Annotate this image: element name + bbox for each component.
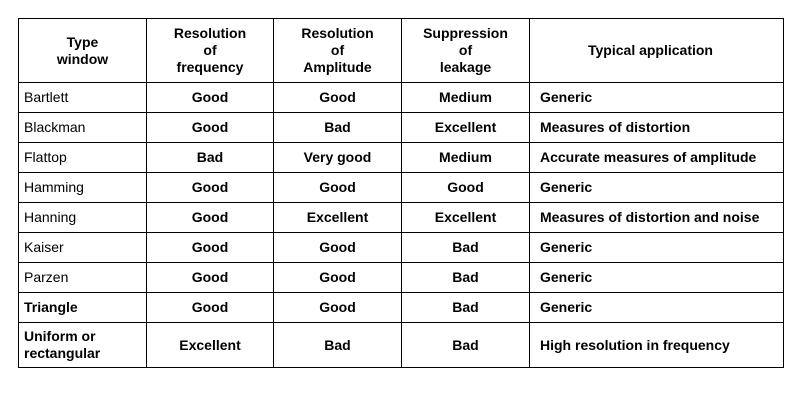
window-name-cell: Parzen (18, 262, 147, 293)
leakage-cell: Excellent (401, 112, 530, 143)
amplitude-cell: Good (273, 292, 402, 323)
table-row: Hamming Good Good Good Generic (18, 172, 784, 203)
application-cell: Generic (529, 82, 784, 113)
amplitude-cell: Bad (273, 322, 402, 368)
leakage-cell: Good (401, 172, 530, 203)
header-type-window: Type window (18, 18, 147, 83)
table-row: Bartlett Good Good Medium Generic (18, 82, 784, 113)
frequency-cell: Good (146, 172, 274, 203)
frequency-cell: Bad (146, 142, 274, 173)
leakage-cell: Bad (401, 292, 530, 323)
frequency-cell: Good (146, 82, 274, 113)
frequency-cell: Good (146, 112, 274, 143)
frequency-cell: Good (146, 262, 274, 293)
amplitude-cell: Excellent (273, 202, 402, 233)
application-cell: Generic (529, 172, 784, 203)
window-name-cell: Hamming (18, 172, 147, 203)
amplitude-cell: Good (273, 82, 402, 113)
leakage-cell: Bad (401, 262, 530, 293)
amplitude-cell: Good (273, 232, 402, 263)
header-row: Type window Resolution of frequency Reso… (18, 18, 784, 83)
window-name-cell: Hanning (18, 202, 147, 233)
window-comparison-table: Type window Resolution of frequency Reso… (18, 18, 784, 368)
application-cell: Generic (529, 292, 784, 323)
leakage-cell: Medium (401, 82, 530, 113)
window-name-cell: Uniform or rectangular (18, 322, 147, 368)
application-cell: Accurate measures of amplitude (529, 142, 784, 173)
table-row: Uniform or rectangular Excellent Bad Bad… (18, 322, 784, 368)
application-cell: Generic (529, 262, 784, 293)
leakage-cell: Bad (401, 232, 530, 263)
header-typical-application: Typical application (529, 18, 784, 83)
table-row: Parzen Good Good Bad Generic (18, 262, 784, 293)
table-row: Hanning Good Excellent Excellent Measure… (18, 202, 784, 233)
header-frequency-resolution: Resolution of frequency (146, 18, 274, 83)
table-row: Flattop Bad Very good Medium Accurate me… (18, 142, 784, 173)
window-name-cell: Bartlett (18, 82, 147, 113)
leakage-cell: Bad (401, 322, 530, 368)
frequency-cell: Good (146, 202, 274, 233)
application-cell: High resolution in frequency (529, 322, 784, 368)
amplitude-cell: Very good (273, 142, 402, 173)
header-leakage-suppression: Suppression of leakage (401, 18, 530, 83)
amplitude-cell: Good (273, 262, 402, 293)
frequency-cell: Excellent (146, 322, 274, 368)
table-row: Triangle Good Good Bad Generic (18, 292, 784, 323)
header-amplitude-resolution: Resolution of Amplitude (273, 18, 402, 83)
leakage-cell: Medium (401, 142, 530, 173)
window-name-cell: Triangle (18, 292, 147, 323)
application-cell: Measures of distortion and noise (529, 202, 784, 233)
leakage-cell: Excellent (401, 202, 530, 233)
window-name-cell: Blackman (18, 112, 147, 143)
application-cell: Generic (529, 232, 784, 263)
table-row: Kaiser Good Good Bad Generic (18, 232, 784, 263)
amplitude-cell: Good (273, 172, 402, 203)
window-name-cell: Flattop (18, 142, 147, 173)
frequency-cell: Good (146, 232, 274, 263)
window-name-cell: Kaiser (18, 232, 147, 263)
application-cell: Measures of distortion (529, 112, 784, 143)
frequency-cell: Good (146, 292, 274, 323)
table-row: Blackman Good Bad Excellent Measures of … (18, 112, 784, 143)
amplitude-cell: Bad (273, 112, 402, 143)
